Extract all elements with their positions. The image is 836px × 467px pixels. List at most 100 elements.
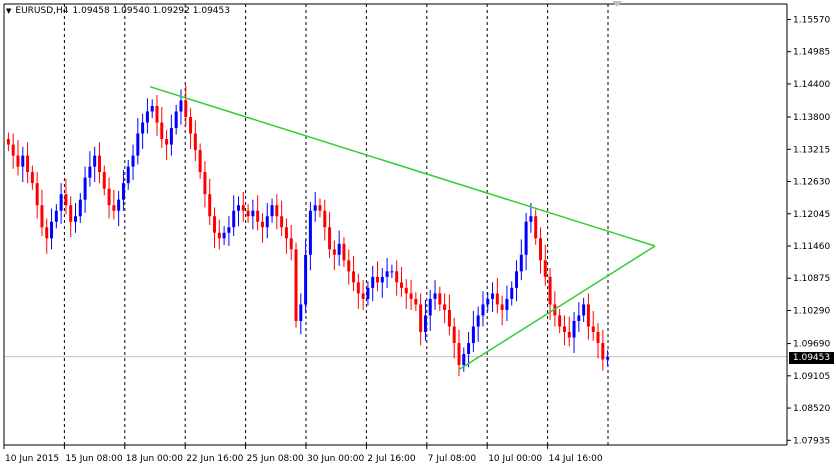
candle-bull[interactable] (476, 315, 480, 327)
candle-bull[interactable] (519, 254, 523, 272)
candle-bear[interactable] (323, 210, 327, 228)
candle-bull[interactable] (83, 177, 87, 200)
candle-bear[interactable] (284, 227, 288, 239)
candle-bull[interactable] (150, 105, 154, 112)
candle-bull[interactable] (481, 304, 485, 316)
candle-bear[interactable] (332, 249, 336, 255)
candle-bear[interactable] (447, 309, 451, 327)
candle-bear[interactable] (11, 144, 15, 156)
candle-bull[interactable] (577, 315, 581, 321)
candle-bull[interactable] (524, 221, 528, 255)
candle-bull[interactable] (313, 205, 317, 211)
candle-bear[interactable] (548, 276, 552, 305)
candle-bear[interactable] (208, 194, 212, 217)
candle-bear[interactable] (452, 326, 456, 344)
candle-bull[interactable] (21, 155, 25, 167)
candle-bull[interactable] (236, 205, 240, 211)
candle-bear[interactable] (538, 238, 542, 261)
candle-bear[interactable] (198, 150, 202, 173)
candle-bull[interactable] (390, 271, 394, 273)
candle-bull[interactable] (54, 210, 58, 222)
candle-bull[interactable] (126, 166, 130, 184)
candle-bear[interactable] (193, 133, 197, 151)
candle-bull[interactable] (423, 315, 427, 332)
candle-bear[interactable] (289, 238, 293, 250)
candle-bear[interactable] (395, 271, 399, 283)
candle-bull[interactable] (59, 194, 63, 211)
candle-bull[interactable] (467, 343, 471, 355)
support-trendline[interactable] (458, 245, 656, 371)
candle-bear[interactable] (165, 139, 169, 145)
candle-bull[interactable] (131, 155, 135, 167)
resistance-trendline[interactable] (149, 85, 656, 247)
candle-bull[interactable] (385, 271, 389, 277)
candle-bear[interactable] (213, 216, 217, 233)
candle-bear[interactable] (241, 205, 245, 211)
candle-bull[interactable] (78, 199, 82, 217)
candle-bull[interactable] (582, 304, 586, 316)
candle-bear[interactable] (256, 210, 260, 222)
price-axis[interactable]: 1.15570 1.14985 1.14400 1.13800 1.13215 1.126… (787, 15, 830, 446)
candle-bear[interactable] (399, 282, 403, 288)
candle-bull[interactable] (510, 287, 514, 299)
candle-bear[interactable] (376, 276, 380, 283)
candle-bear[interactable] (217, 232, 221, 239)
candle-bull[interactable] (380, 276, 384, 283)
candle-bear[interactable] (342, 243, 346, 261)
candle-bear[interactable] (189, 117, 193, 134)
candle-bull[interactable] (117, 199, 121, 211)
candle-bull[interactable] (74, 216, 78, 222)
candle-bear[interactable] (64, 194, 68, 206)
candle-bear[interactable] (419, 304, 423, 332)
candle-bull[interactable] (141, 122, 145, 134)
candle-bear[interactable] (328, 227, 332, 250)
candle-bear[interactable] (294, 249, 298, 321)
candle-bear[interactable] (601, 343, 605, 360)
candle-bear[interactable] (543, 260, 547, 277)
candle-bull[interactable] (174, 111, 178, 129)
candle-bear[interactable] (596, 331, 600, 344)
candle-bear[interactable] (160, 122, 164, 140)
candle-bull[interactable] (299, 304, 303, 321)
candle-bear[interactable] (155, 105, 159, 123)
candle-bear[interactable] (184, 100, 188, 118)
candle-bear[interactable] (260, 221, 264, 228)
candle-bull[interactable] (505, 298, 509, 310)
triangle-down-icon[interactable]: ▼ (6, 7, 12, 15)
candle-bear[interactable] (69, 205, 73, 222)
candle-bear[interactable] (352, 271, 356, 283)
candle-bear[interactable] (318, 205, 322, 211)
candle-bear[interactable] (112, 205, 116, 211)
candle-bear[interactable] (414, 298, 418, 305)
candle-bear[interactable] (586, 304, 590, 327)
candle-bear[interactable] (107, 188, 111, 206)
candle-bear[interactable] (443, 304, 447, 310)
candle-bear[interactable] (361, 293, 365, 299)
scroll-marker-icon[interactable] (612, 1, 622, 7)
candle-bear[interactable] (6, 139, 10, 145)
candle-bull[interactable] (337, 243, 341, 255)
candle-bull[interactable] (169, 128, 173, 145)
candle-bear[interactable] (45, 227, 49, 239)
candle-bull[interactable] (232, 210, 236, 228)
candle-bear[interactable] (102, 172, 106, 189)
candle-bear[interactable] (438, 293, 442, 305)
candle-bear[interactable] (457, 343, 461, 366)
candle-bear[interactable] (409, 293, 413, 299)
candle-bear[interactable] (356, 282, 360, 294)
candle-bear[interactable] (40, 205, 44, 228)
candle-bull[interactable] (121, 183, 125, 200)
candle-bull[interactable] (93, 155, 97, 167)
candle-bull[interactable] (136, 133, 140, 156)
candle-bear[interactable] (591, 326, 595, 332)
candle-bear[interactable] (534, 216, 538, 239)
candle-bear[interactable] (246, 210, 250, 217)
candle-bull[interactable] (471, 326, 475, 344)
candle-bull[interactable] (433, 293, 437, 299)
candles[interactable] (6, 85, 610, 377)
candle-bull[interactable] (606, 356, 610, 360)
candle-bull[interactable] (50, 221, 54, 239)
candle-bull[interactable] (366, 287, 370, 299)
